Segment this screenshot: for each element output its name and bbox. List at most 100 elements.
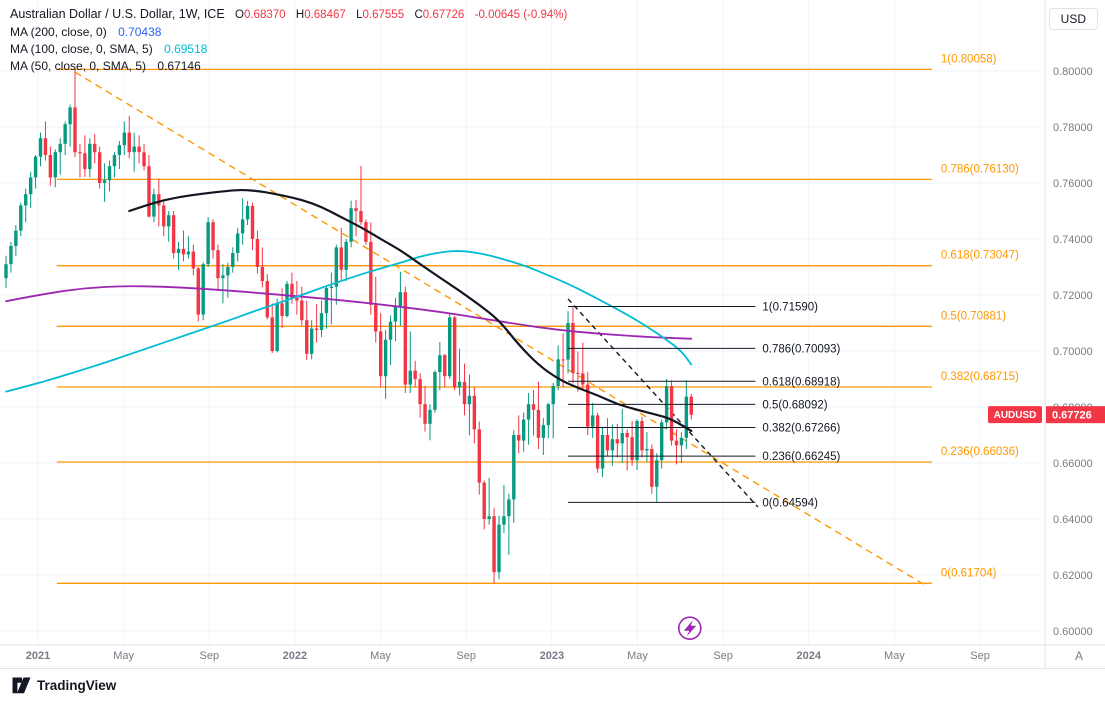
candle-body — [659, 422, 664, 461]
candle-body — [181, 248, 186, 255]
candle-body — [507, 499, 511, 517]
candle-body — [63, 124, 67, 144]
candle-body — [408, 370, 412, 385]
candle-body — [216, 250, 220, 279]
ohlc-open-key: O — [235, 9, 244, 21]
candle-body — [452, 317, 457, 388]
candle-body — [83, 153, 87, 169]
indicator-ma50-label[interactable]: MA (50, close, 0, SMA, 5) — [10, 59, 147, 73]
candle-body — [152, 194, 156, 217]
ohlc-low-value: 0.67555 — [362, 9, 405, 21]
candle-body — [551, 386, 555, 405]
candle-body — [650, 449, 654, 487]
candle-body — [620, 433, 624, 444]
chart-label: 1(0.71590) — [762, 301, 818, 313]
last-price-tag — [1046, 406, 1105, 424]
candle-body — [645, 449, 649, 451]
symbol-price-tag — [988, 406, 1042, 424]
candle-body — [354, 208, 358, 211]
candle-body — [526, 404, 531, 420]
auto-scale-button[interactable]: A — [1074, 649, 1083, 663]
candle-body — [556, 359, 560, 386]
candle-body — [438, 355, 442, 372]
candle-body — [53, 152, 57, 178]
candle-body — [245, 205, 250, 220]
candle-body — [73, 107, 77, 153]
candle-body — [290, 283, 294, 298]
candle-body — [600, 435, 605, 469]
candle-body — [679, 437, 684, 446]
candle-body — [546, 404, 550, 426]
candle-body — [566, 323, 570, 360]
candle-body — [655, 460, 659, 487]
candle-body — [88, 143, 92, 169]
candle-body — [393, 306, 398, 322]
trendline — [74, 71, 926, 586]
candle-body — [674, 440, 679, 446]
chart-label: AUDUSD — [994, 410, 1037, 421]
time-axis[interactable] — [0, 645, 1045, 668]
indicator-ma100-label[interactable]: MA (100, close, 0, SMA, 5) — [10, 42, 153, 56]
ohlc-low-key: L — [356, 9, 363, 21]
candle-body — [147, 166, 151, 217]
candle-body — [28, 177, 33, 195]
candle-body — [521, 419, 526, 441]
trendline — [567, 298, 759, 508]
candle-body — [48, 155, 53, 178]
candle-body — [33, 156, 38, 178]
candle-body — [374, 304, 378, 332]
indicator-row-ma200: MA (200, close, 0) 0.70438 — [10, 24, 567, 41]
tradingview-logo[interactable]: TradingView — [12, 677, 116, 694]
price-axis[interactable] — [1045, 0, 1105, 645]
chart-label: 0(0.61704) — [941, 567, 997, 579]
candle-body — [309, 328, 314, 354]
candle-body — [482, 482, 486, 519]
candle-body — [186, 251, 191, 255]
chart-label: 0.382(0.67266) — [762, 423, 840, 435]
chart-label: 0.70000 — [1053, 346, 1093, 358]
candle-body — [581, 373, 585, 385]
candle-body — [270, 317, 274, 351]
candle-body — [300, 300, 304, 321]
symbol-title[interactable]: Australian Dollar / U.S. Dollar, 1W, ICE — [10, 7, 225, 21]
candle-body — [102, 180, 107, 183]
chart-label: 0.786(0.76130) — [941, 163, 1019, 175]
chart-label: 2024 — [797, 650, 822, 662]
currency-button[interactable]: USD — [1048, 8, 1098, 30]
candle-body — [240, 219, 245, 234]
ohlc-high-key: H — [295, 9, 305, 21]
indicator-ma200-label[interactable]: MA (200, close, 0) — [10, 25, 107, 39]
ma-line-ma-100 — [5, 250, 693, 393]
candle-body — [443, 355, 447, 377]
candle-body — [398, 292, 403, 307]
candle-body — [487, 516, 491, 519]
chart-label: 2022 — [283, 650, 307, 662]
candle-body — [586, 384, 590, 427]
ma-line-ma-50 — [128, 188, 693, 432]
chart-label: 0.76000 — [1053, 178, 1093, 190]
candle-body — [536, 409, 541, 438]
chart-label: May — [884, 650, 905, 662]
chart-label: May — [627, 650, 648, 662]
price-chart-canvas[interactable]: 0.80000 0.78000 0.76000 0.74000 0.72000 0.700… — [0, 0, 1105, 668]
candle-body — [58, 143, 62, 153]
chart-label: 0.786(0.70093) — [762, 343, 840, 355]
candle-body — [260, 267, 265, 281]
candle-body — [339, 247, 343, 270]
chart-label: Sep — [970, 650, 990, 662]
candle-body — [359, 211, 363, 223]
candle-body — [127, 132, 131, 153]
candle-body — [625, 433, 629, 438]
candle-body — [517, 435, 521, 441]
ma-line-ma-200 — [5, 285, 693, 340]
legend: Australian Dollar / U.S. Dollar, 1W, ICE… — [10, 6, 567, 75]
indicator-ma50-value: 0.67146 — [157, 59, 201, 73]
candle-body — [635, 421, 639, 461]
candle-body — [255, 239, 260, 267]
candle-body — [68, 107, 72, 125]
candle-body — [24, 194, 28, 206]
candle-body — [122, 132, 127, 146]
candle-body — [369, 241, 373, 305]
chart-label: 0.236(0.66036) — [941, 446, 1019, 458]
